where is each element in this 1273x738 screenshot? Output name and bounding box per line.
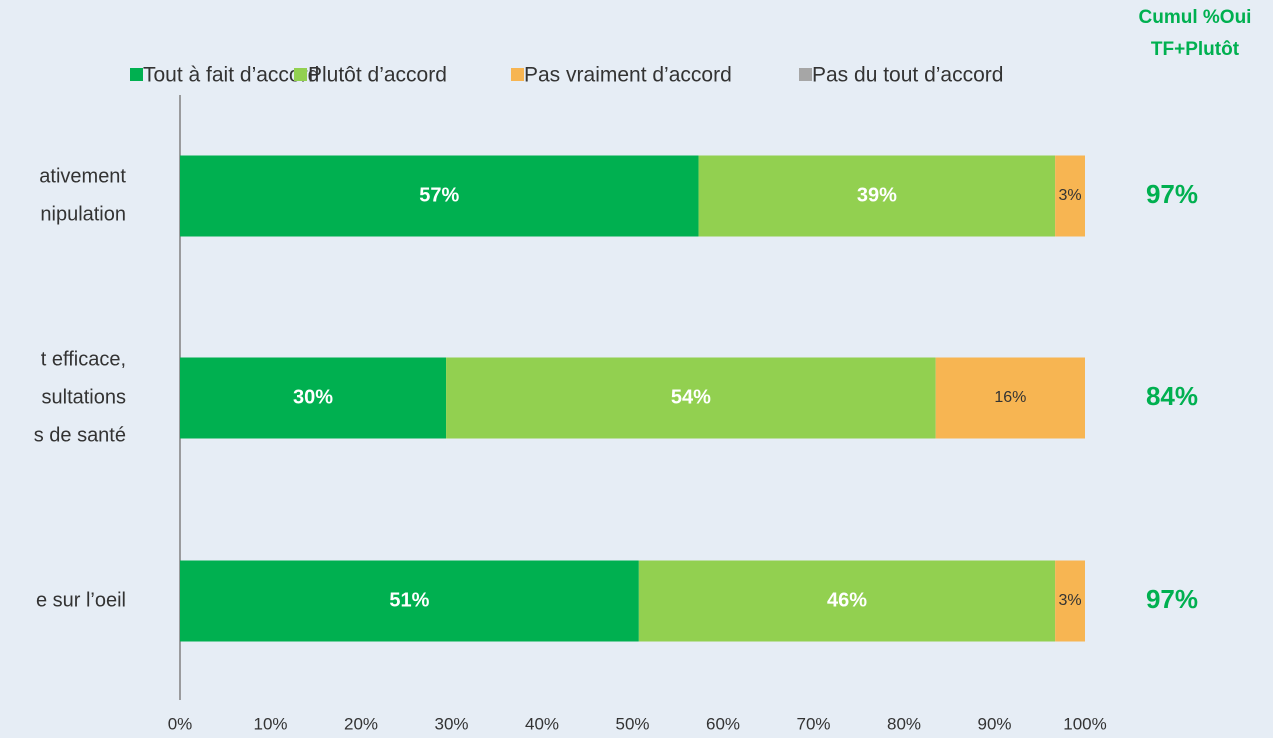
bar-segment (935, 357, 1085, 439)
category-label: s de santé (34, 424, 126, 446)
data-label: 46% (827, 589, 867, 611)
x-tick-label: 90% (977, 714, 1011, 733)
x-tick-label: 80% (887, 714, 921, 733)
data-label: 54% (671, 386, 711, 408)
cumul-title: Cumul %Oui (1139, 7, 1252, 28)
x-tick-label: 40% (525, 714, 559, 733)
legend-label: Pas vraiment d’accord (524, 64, 732, 87)
category-label: t efficace, (41, 348, 126, 370)
legend-label: Pas du tout d’accord (812, 64, 1003, 87)
bar-segment (1055, 155, 1085, 237)
bar-segment (1055, 560, 1085, 642)
x-tick-label: 10% (253, 714, 287, 733)
x-tick-label: 30% (434, 714, 468, 733)
legend-label: Plutôt d’accord (308, 64, 447, 87)
bar-segment (698, 155, 1056, 237)
data-label: 30% (293, 386, 333, 408)
legend-swatch (130, 68, 143, 81)
x-tick-label: 60% (706, 714, 740, 733)
cumul-value: 84% (1146, 381, 1198, 411)
category-label: sultations (42, 386, 127, 408)
x-tick-label: 100% (1063, 714, 1106, 733)
cumul-value: 97% (1146, 584, 1198, 614)
category-label: e sur l’oeil (36, 589, 126, 611)
data-label: 51% (389, 589, 429, 611)
data-label: 3% (1059, 187, 1082, 204)
legend-swatch (799, 68, 812, 81)
bar-segment (638, 560, 1056, 642)
x-tick-label: 20% (344, 714, 378, 733)
bar-segment (446, 357, 936, 439)
data-label: 3% (1059, 592, 1082, 609)
data-label: 16% (994, 389, 1026, 406)
cumul-title: TF+Plutôt (1151, 39, 1240, 60)
data-label: 39% (857, 184, 897, 206)
bar-segment (180, 155, 699, 237)
legend-swatch (294, 68, 307, 81)
legend-label: Tout à fait d’accord (143, 64, 319, 87)
x-tick-label: 70% (796, 714, 830, 733)
category-label: ativement (39, 165, 126, 187)
bar-segment (180, 560, 639, 642)
bar-segment (180, 357, 447, 439)
cumul-value: 97% (1146, 179, 1198, 209)
data-label: 57% (419, 184, 459, 206)
x-tick-label: 0% (168, 714, 193, 733)
legend-swatch (511, 68, 524, 81)
x-tick-label: 50% (615, 714, 649, 733)
category-label: nipulation (40, 203, 126, 225)
